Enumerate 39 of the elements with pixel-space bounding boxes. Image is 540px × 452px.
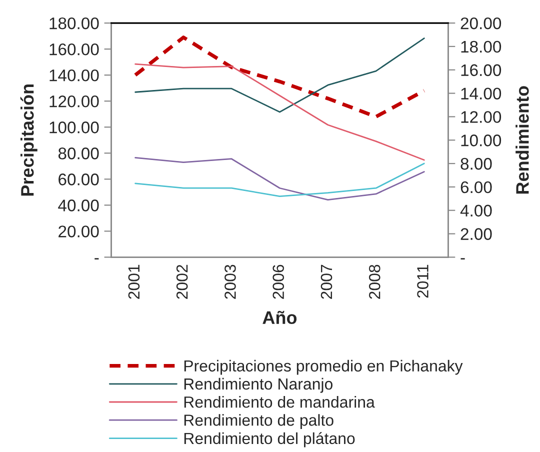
y-tick-label: 80.00	[58, 148, 99, 160]
y-tick-label: 20.00	[58, 226, 99, 238]
y-tick-label: 40.00	[58, 200, 99, 212]
y-axis-title: Precipitación	[20, 84, 38, 196]
x-axis-title: Año	[262, 310, 297, 324]
y2-tick-label: 2.00	[460, 228, 492, 240]
x-tick-label: 2011	[417, 264, 428, 298]
legend-label: Rendimiento de palto	[184, 414, 334, 429]
y-tick-label: 160.00	[50, 43, 99, 56]
x-tick-label: 2003	[224, 264, 236, 299]
y-tick-label: 120.00	[50, 96, 99, 108]
legend-label: Rendimiento del plátano	[184, 432, 355, 448]
y-tick-label: 140.00	[50, 69, 99, 82]
x-tick-label: 2007	[320, 264, 332, 299]
x-tick-label: 2001	[128, 264, 140, 299]
legend-label: Rendimiento Naranjo	[184, 378, 332, 393]
x-tick-label: 2008	[368, 264, 380, 299]
y-tick-label: 60.00	[58, 174, 99, 186]
y2-tick-label: 12.00	[461, 111, 502, 123]
y2-tick-label: 16.00	[461, 64, 502, 76]
y2-tick-label: -	[460, 258, 465, 260]
y2-tick-label: 14.00	[461, 88, 502, 100]
x-tick-label: 2002	[176, 264, 188, 299]
y2-tick-label: 4.00	[460, 204, 492, 217]
line-series	[134, 63, 425, 161]
legend-label: Rendimiento de mandarina	[184, 396, 375, 408]
y2-tick-label: 20.00	[460, 17, 502, 30]
y-tick-label: -	[94, 258, 99, 260]
y2-tick-label: 10.00	[461, 134, 502, 146]
y-tick-label: 100.00	[50, 122, 99, 134]
line-series	[134, 156, 425, 201]
y2-tick-label: 8.00	[460, 158, 492, 170]
x-tick-label: 2006	[272, 264, 284, 299]
y-tick-label: 180.00	[50, 17, 99, 30]
y2-tick-label: 6.00	[460, 181, 492, 194]
y2-axis-title: Rendimiento	[516, 86, 529, 194]
line-series	[134, 162, 425, 198]
legend-label: Precipitaciones promedio en Pichanaky	[184, 360, 463, 375]
y2-tick-label: 18.00	[461, 40, 502, 53]
